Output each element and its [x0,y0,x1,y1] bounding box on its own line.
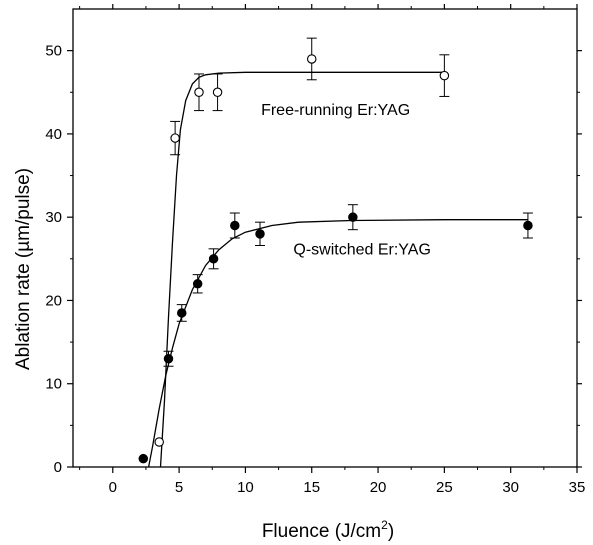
open-data-point [154,437,164,447]
y-tick-label: 40 [45,126,62,143]
open-data-point [212,87,223,98]
fit-curve-1 [159,71,445,468]
data-points [138,54,533,464]
x-axis-label: Fluence (J/cm2) [262,518,394,542]
open-data-point [306,54,317,64]
x-tick-label: 20 [370,479,387,496]
fit-curves [147,71,528,468]
plot-frame [72,8,578,468]
y-tick-label: 50 [45,43,62,60]
y-tick-label: 10 [45,376,62,393]
filled-data-point [348,212,358,222]
x-tick-label: 35 [569,479,586,496]
y-tick-label: 30 [45,209,62,226]
filled-data-point [138,453,149,464]
open-data-point [170,133,180,143]
filled-data-point [163,353,174,364]
x-axis-label-end: ) [388,521,394,542]
filled-data-point [523,220,533,231]
x-tick-label: 25 [436,479,453,496]
x-axis-label-superscript: 2 [381,518,388,532]
open-data-point [194,87,204,98]
axis-ticks: 0 5 10 15 20 25 30 35 0 10 20 30 40 50 [45,4,585,496]
open-data-point [439,70,450,81]
filled-data-point [177,308,187,318]
plot-area [72,8,578,468]
x-tick-label: 10 [237,479,254,496]
x-tick-label: 30 [502,479,519,496]
y-tick-label: 0 [54,459,62,476]
y-axis-label: Ablation rate (µm/pulse) [13,168,34,370]
filled-data-point [255,229,265,239]
annotations: Free-running Er:YAG Q-switched Er:YAG [261,102,431,259]
filled-data-point [230,220,240,231]
y-tick-label: 20 [45,292,62,309]
x-tick-label: 0 [109,479,117,496]
filled-data-point [208,254,219,264]
x-tick-label: 5 [175,479,183,496]
error-bars [163,37,533,367]
series-annotation-1: Free-running Er:YAG [261,102,410,119]
x-tick-label: 15 [303,479,320,496]
series-annotation-2: Q-switched Er:YAG [293,242,431,259]
x-axis-label-main: Fluence (J/cm [262,521,381,542]
filled-data-point [192,279,203,289]
